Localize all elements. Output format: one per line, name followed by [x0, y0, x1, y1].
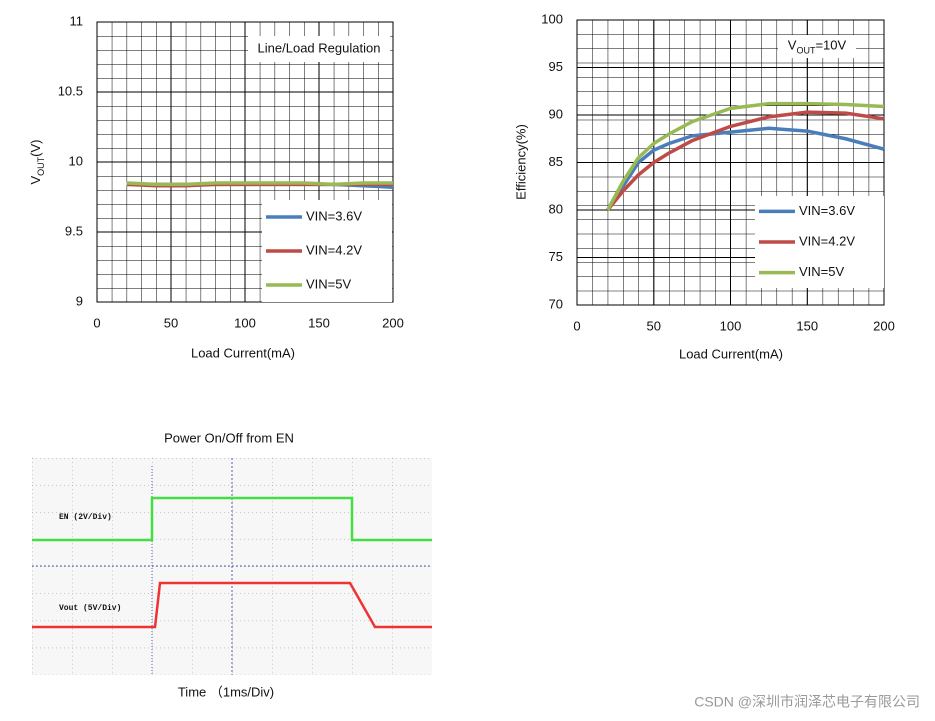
x-axis-label: Load Current(mA): [191, 345, 295, 360]
x-tick-label: 50: [647, 318, 661, 333]
y-tick-label: 9.5: [65, 223, 83, 238]
y-tick-label: 95: [549, 59, 563, 74]
y-tick-label: 9: [76, 293, 83, 308]
label-main: V: [28, 176, 43, 185]
label-suffix: (V): [28, 139, 43, 156]
y-tick-label: 11: [70, 13, 84, 28]
y-tick-label: 10: [69, 153, 83, 168]
y-tick-label: 70: [549, 296, 563, 311]
x-axis-label: Load Current(mA): [679, 346, 783, 361]
x-tick-label: 0: [573, 318, 580, 333]
x-tick-label: 200: [873, 318, 895, 333]
series-line: [126, 181, 393, 187]
scope-x-label: Time （1ms/Div): [178, 684, 274, 699]
label-main: V: [788, 38, 797, 53]
x-tick-label: 50: [164, 315, 178, 330]
x-tick-label: 100: [234, 315, 256, 330]
annotation-box: [778, 35, 856, 58]
scope-title: Power On/Off from EN: [164, 430, 294, 445]
series-line: [606, 101, 885, 211]
y-axis-label: VOUT(V): [28, 139, 46, 184]
x-tick-label: 200: [382, 315, 404, 330]
watermark: CSDN @深圳市润泽芯电子有限公司: [694, 694, 920, 710]
vout-trace: [32, 581, 432, 629]
label-suffix: =10V: [815, 38, 846, 53]
x-tick-label: 150: [308, 315, 330, 330]
legend-label: VIN=5V: [799, 264, 844, 279]
x-tick-label: 150: [796, 318, 818, 333]
legend-label: VIN=4.2V: [799, 233, 855, 248]
annotation-box: [248, 36, 390, 62]
y-tick-label: 85: [549, 154, 563, 169]
label-sub: OUT: [36, 156, 46, 176]
legend-label: VIN=3.6V: [799, 203, 855, 218]
scope-ch2-label: Vout (5V/Div): [59, 604, 121, 613]
plot-frame: [576, 19, 885, 306]
label-sub: OUT: [796, 46, 816, 56]
y-axis-label: Efficiency(%): [513, 124, 528, 200]
plot-frame: [96, 21, 394, 303]
y-tick-label: 100: [541, 11, 563, 26]
y-tick-label: 90: [549, 106, 563, 121]
x-tick-label: 100: [720, 318, 742, 333]
y-tick-label: 80: [549, 201, 563, 216]
en-trace: [32, 496, 432, 542]
legend-label: VIN=3.6V: [306, 208, 362, 223]
y-tick-label: 75: [549, 249, 563, 264]
scope-ch1-label: EN (2V/Div): [59, 513, 112, 522]
annotation: Line/Load Regulation: [258, 40, 381, 55]
legend-label: VIN=5V: [306, 276, 351, 291]
x-tick-label: 0: [93, 315, 100, 330]
annotation: VOUT=10V: [788, 38, 847, 56]
legend-label: VIN=4.2V: [306, 242, 362, 257]
y-tick-label: 10.5: [58, 83, 83, 98]
series-line: [606, 126, 885, 211]
series-line: [606, 110, 885, 212]
